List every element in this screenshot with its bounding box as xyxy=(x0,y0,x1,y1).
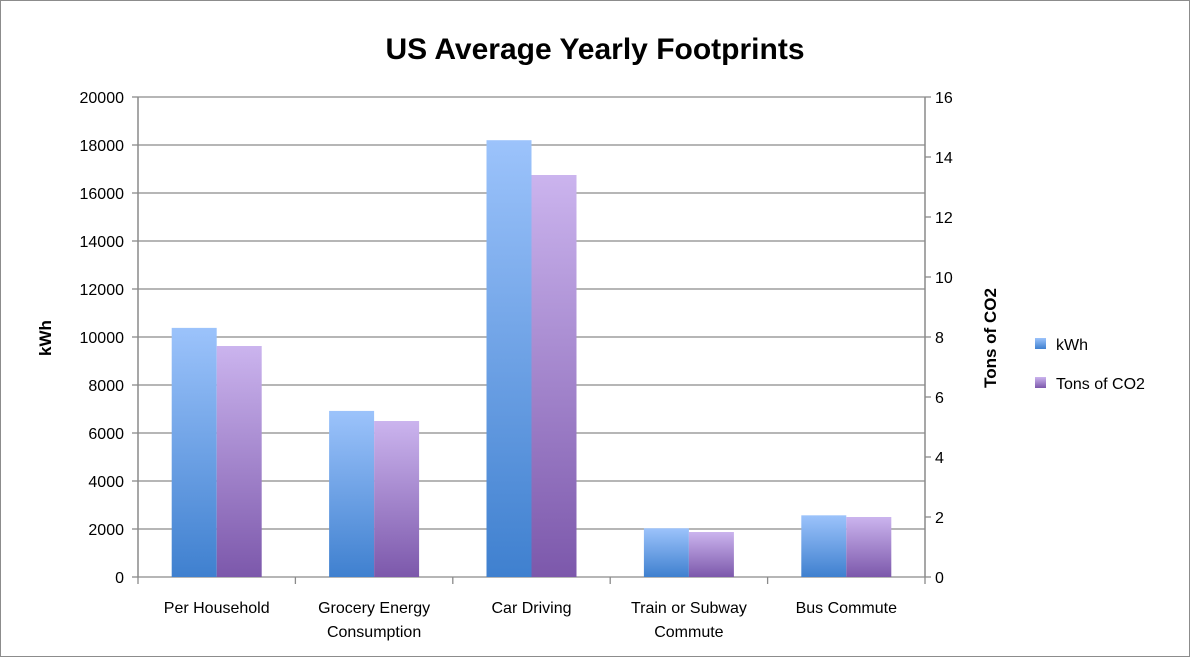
x-tick-label: Consumption xyxy=(327,624,421,641)
bar-tons-of-co2 xyxy=(216,346,262,577)
y-tick-label: 8000 xyxy=(88,378,124,395)
y-tick-label: 18000 xyxy=(80,138,125,155)
y-tick-label: 4000 xyxy=(88,474,124,491)
y-tick-label: 20000 xyxy=(80,90,125,107)
bar-kwh xyxy=(329,410,375,577)
y2-tick-label: 4 xyxy=(935,450,944,467)
bar-tons-of-co2 xyxy=(688,532,734,577)
y-tick-label: 10000 xyxy=(80,330,125,347)
legend-swatch xyxy=(1035,338,1046,349)
y-tick-label: 0 xyxy=(115,570,124,587)
bar-kwh xyxy=(801,515,847,577)
legend-swatch xyxy=(1035,377,1046,388)
y2-tick-label: 10 xyxy=(935,270,953,287)
x-tick-label: Grocery Energy xyxy=(318,600,430,617)
y2-tick-label: 2 xyxy=(935,510,944,527)
bar-kwh xyxy=(643,528,689,577)
y-tick-label: 14000 xyxy=(80,234,125,251)
legend: kWh Tons of CO2 xyxy=(1035,337,1145,393)
y-axis-label: kWh xyxy=(36,320,55,356)
y2-tick-label: 0 xyxy=(935,570,944,587)
y2-tick-label: 6 xyxy=(935,390,944,407)
legend-label: Tons of CO2 xyxy=(1056,376,1145,393)
bar-tons-of-co2 xyxy=(531,175,577,577)
x-tick-label: Per Household xyxy=(164,600,270,617)
bar-tons-of-co2 xyxy=(374,421,420,577)
x-tick-label: Commute xyxy=(654,624,723,641)
y2-axis-label: Tons of CO2 xyxy=(981,288,1000,388)
y2-tick-label: 14 xyxy=(935,150,953,167)
y-tick-label: 16000 xyxy=(80,186,125,203)
y2-tick-label: 16 xyxy=(935,90,953,107)
y-tick-label: 2000 xyxy=(88,522,124,539)
y2-tick-label: 12 xyxy=(935,210,953,227)
x-tick-label: Train or Subway xyxy=(631,600,747,617)
bar-kwh xyxy=(171,327,217,577)
y2-tick-label: 8 xyxy=(935,330,944,347)
x-tick-label: Car Driving xyxy=(491,600,571,617)
chart-title: US Average Yearly Footprints xyxy=(385,33,804,66)
y-tick-label: 6000 xyxy=(88,426,124,443)
legend-label: kWh xyxy=(1056,337,1088,354)
bar-kwh xyxy=(486,140,532,577)
x-tick-label: Bus Commute xyxy=(796,600,897,617)
bar-tons-of-co2 xyxy=(846,517,892,577)
y-tick-label: 12000 xyxy=(80,282,125,299)
